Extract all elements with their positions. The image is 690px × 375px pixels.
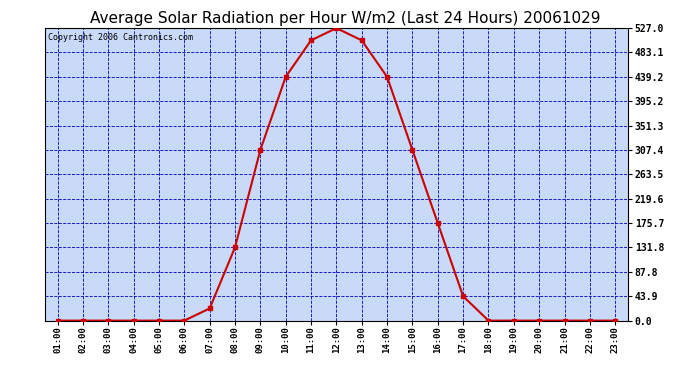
Text: Average Solar Radiation per Hour W/m2 (Last 24 Hours) 20061029: Average Solar Radiation per Hour W/m2 (L… [90, 11, 600, 26]
Text: Copyright 2006 Cantronics.com: Copyright 2006 Cantronics.com [48, 33, 193, 42]
